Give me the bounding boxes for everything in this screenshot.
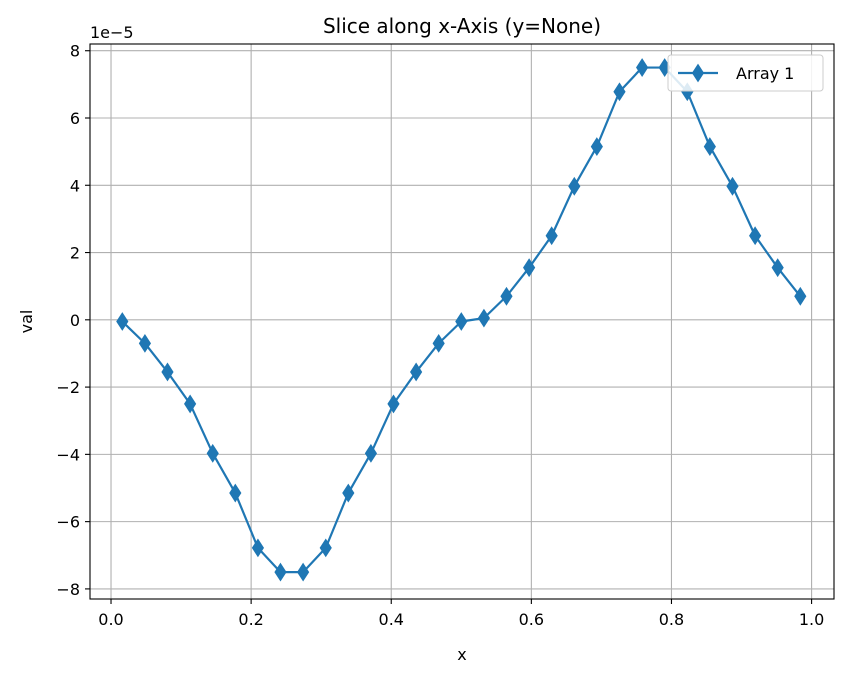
data-point xyxy=(432,333,445,353)
data-point xyxy=(455,312,468,331)
grid xyxy=(90,44,834,599)
y-axis-offset-label: 1e−5 xyxy=(90,23,134,42)
data-point xyxy=(116,312,129,331)
y-tick-label: −4 xyxy=(56,445,80,464)
x-tick-label: 1.0 xyxy=(799,610,824,629)
y-tick-label: −2 xyxy=(56,378,80,397)
data-point xyxy=(590,137,603,157)
data-point xyxy=(636,58,649,77)
y-tick-label: −6 xyxy=(56,513,80,532)
data-point xyxy=(703,137,716,157)
data-point xyxy=(726,176,739,196)
data-point xyxy=(387,394,400,414)
data-point xyxy=(613,82,626,102)
legend: Array 1 xyxy=(667,54,824,92)
plot-frame xyxy=(89,43,835,600)
ticks: 0.0 0.2 0.4 0.6 0.8 1.0 −8 −6 −4 −2 0 2 4 6 8 xyxy=(56,42,824,629)
legend-swatch-marker xyxy=(691,63,705,83)
data-point xyxy=(206,443,219,463)
data-point xyxy=(545,226,558,246)
y-axis-label: val xyxy=(17,310,36,334)
data-point xyxy=(161,362,174,382)
data-point xyxy=(771,258,784,278)
data-point xyxy=(342,483,355,503)
legend-label: Array 1 xyxy=(736,64,794,83)
data-point xyxy=(364,443,378,463)
x-tick-label: 0.0 xyxy=(98,610,123,629)
data-point xyxy=(319,538,332,558)
data-point xyxy=(410,362,423,382)
data-point xyxy=(229,483,242,503)
y-tick-label: 4 xyxy=(70,176,80,195)
legend-box xyxy=(667,54,824,92)
data-point xyxy=(477,308,491,328)
data-point xyxy=(184,394,197,414)
y-tick-label: 6 xyxy=(70,109,80,128)
data-point xyxy=(500,286,513,306)
x-tick-label: 0.6 xyxy=(519,610,544,629)
y-tick-label: 0 xyxy=(70,311,80,330)
x-axis-label: x xyxy=(457,645,466,664)
y-tick-label: 2 xyxy=(70,244,80,263)
data-point xyxy=(749,226,762,246)
data-point xyxy=(297,562,310,582)
x-tick-label: 0.2 xyxy=(238,610,263,629)
data-point xyxy=(274,562,287,582)
data-point xyxy=(523,258,536,278)
data-point xyxy=(251,538,265,558)
y-tick-label: 8 xyxy=(70,42,80,61)
chart-title: Slice along x-Axis (y=None) xyxy=(323,14,601,38)
data-point xyxy=(568,176,581,196)
x-tick-label: 0.8 xyxy=(659,610,684,629)
x-tick-label: 0.4 xyxy=(379,610,404,629)
y-tick-label: −8 xyxy=(56,580,80,599)
data-point xyxy=(794,286,807,306)
data-point xyxy=(138,333,152,353)
